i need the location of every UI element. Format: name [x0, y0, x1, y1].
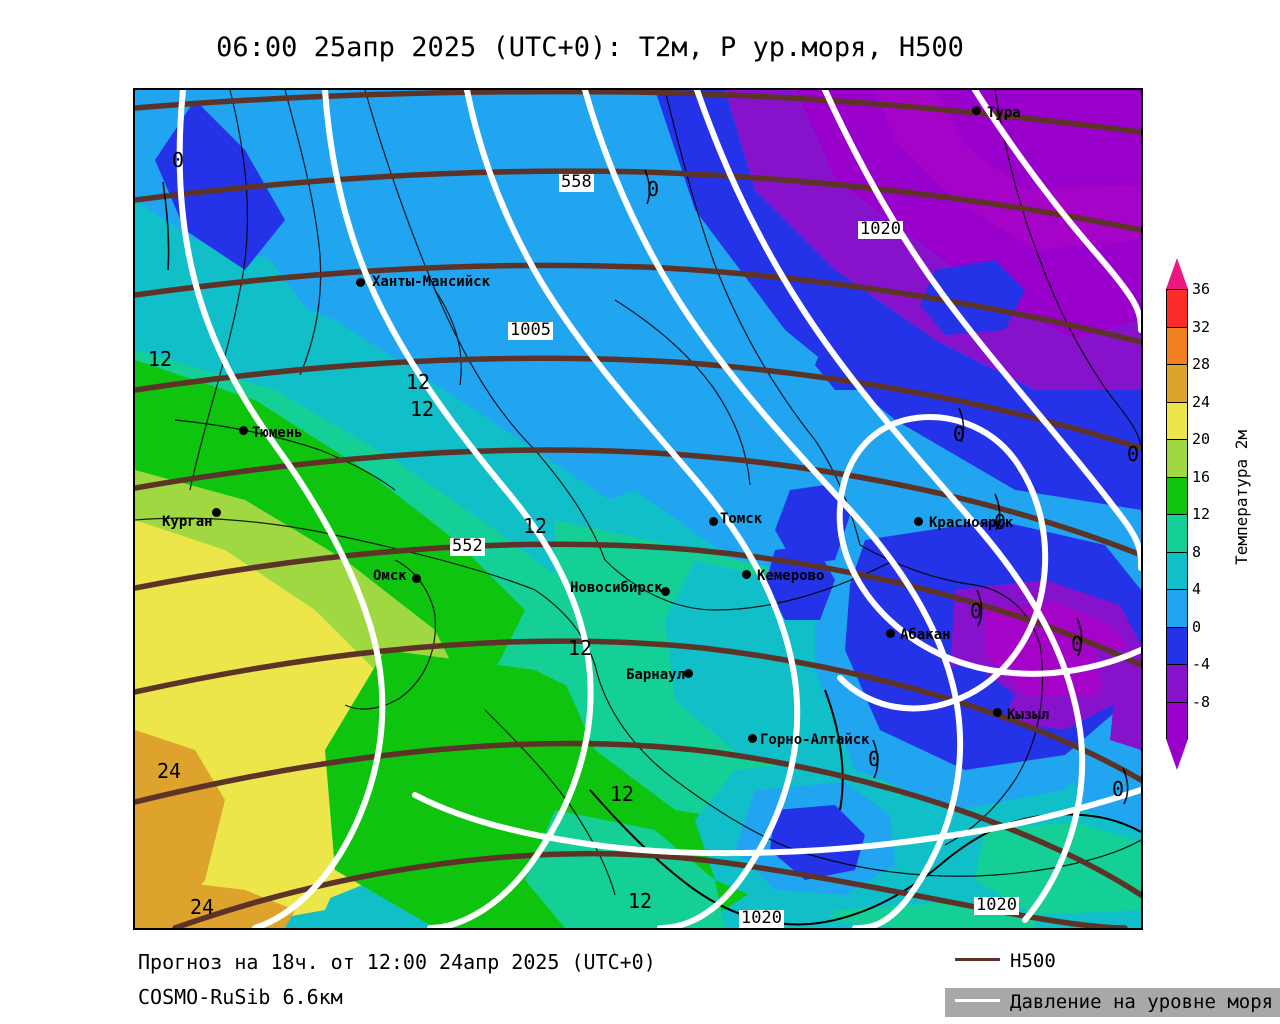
temperature-contour-label: 0 [970, 599, 983, 623]
forecast-info: Прогноз на 18ч. от 12:00 24апр 2025 (UTC… [138, 950, 656, 974]
colorbar-segment--8 [1167, 702, 1187, 740]
colorbar-segment-0 [1167, 627, 1187, 665]
temperature-contour-label: 0 [1127, 442, 1140, 466]
temperature-contour-label: 12 [406, 370, 431, 394]
colorbar-under-arrow [1166, 739, 1188, 770]
colorbar-tick-32: 32 [1192, 317, 1211, 336]
temperature-contour-label: 12 [523, 514, 548, 538]
city-dot [886, 629, 895, 638]
city-dot [239, 426, 248, 435]
temperature-contour-label: 0 [868, 747, 881, 771]
colorbar-segment-32 [1167, 327, 1187, 365]
city-label: Барнаул [626, 667, 686, 683]
legend-sea-level-pressure: Давление на уровне моря [945, 988, 1280, 1017]
temperature-contour-label: 0 [953, 422, 966, 446]
city-dot [356, 278, 365, 287]
temperature-contour-label: 0 [172, 148, 185, 172]
colorbar-segment-16 [1167, 477, 1187, 515]
temperature-contour-label: 0 [647, 177, 660, 201]
city-label: Красноярск [929, 515, 1014, 531]
colorbar-over-arrow [1166, 258, 1188, 289]
city-label: Тюмень [252, 425, 303, 441]
city-dot [212, 508, 221, 517]
colorbar-title: Температура 2м [1232, 430, 1251, 565]
city-label: Тура [987, 105, 1021, 121]
legend-h500-label: H500 [1010, 950, 1056, 972]
city-dot [742, 570, 751, 579]
colorbar-segment--4 [1167, 665, 1187, 703]
temperature-contour-label: 12 [610, 782, 635, 806]
city-label: Абакан [900, 627, 951, 643]
colorbar-segment-24 [1167, 402, 1187, 440]
city-dot [748, 734, 757, 743]
pressure-contour-label: 1020 [739, 908, 784, 928]
temperature-contour-label: 0 [994, 510, 1007, 534]
temperature-contour-label: 12 [568, 636, 593, 660]
legend-slp-label: Давление на уровне моря [1010, 991, 1274, 1013]
city-label: Курган [162, 514, 213, 530]
pressure-contour-label: 1020 [858, 219, 903, 239]
city-dot [412, 574, 421, 583]
colorbar [1166, 289, 1188, 740]
city-label: Новосибирск [570, 580, 663, 596]
city-label: Томск [720, 511, 763, 527]
colorbar-segment-4 [1167, 590, 1187, 628]
city-dot [993, 708, 1002, 717]
temperature-contour-label: 0 [1112, 777, 1125, 801]
page-title: 06:00 25апр 2025 (UTC+0): Т2м, Р ур.моря… [216, 32, 964, 63]
city-dot [684, 669, 693, 678]
h500-line-icon [955, 958, 1000, 961]
colorbar-segment-28 [1167, 365, 1187, 403]
colorbar-segment-20 [1167, 440, 1187, 478]
city-dot [972, 106, 981, 115]
colorbar-tick-0: 0 [1192, 617, 1202, 636]
city-label: Горно-Алтайск [760, 732, 870, 748]
city-label: Кызыл [1007, 707, 1050, 723]
city-label: Ханты-Мансийск [372, 274, 491, 290]
temperature-field [135, 90, 1141, 928]
pressure-contour-label: 1005 [508, 320, 553, 340]
city-label: Омск [373, 568, 407, 584]
temperature-contour-label: 24 [157, 759, 182, 783]
city-dot [709, 517, 718, 526]
city-dot [661, 587, 670, 596]
colorbar-tick-28: 28 [1192, 355, 1211, 373]
colorbar-tick-20: 20 [1192, 430, 1211, 448]
legend-h500: H500 [945, 950, 1056, 972]
temperature-contour-label: 12 [148, 347, 173, 371]
temperature-contour-label: 0 [1071, 632, 1084, 656]
slp-line-icon [955, 999, 1000, 1002]
city-label: Кемерово [757, 568, 825, 584]
h500-contour-label: 558 [559, 172, 594, 192]
map-plot-area[interactable]: Ханты-Мансийск Тюмень Курган Омск Томск Новос… [133, 88, 1143, 930]
colorbar-segment-8 [1167, 552, 1187, 590]
pressure-contour-label: 1020 [974, 895, 1019, 915]
colorbar-tick-36: 36 [1192, 280, 1211, 298]
temperature-contour-label: 24 [190, 895, 215, 919]
h500-contour-label: 552 [450, 536, 485, 556]
temperature-contour-label: 12 [628, 889, 653, 913]
colorbar-tick-8: 8 [1192, 542, 1202, 561]
colorbar-tick-24: 24 [1192, 392, 1211, 411]
colorbar-segment-12 [1167, 515, 1187, 553]
city-dot [914, 517, 923, 526]
colorbar-tick-12: 12 [1192, 505, 1211, 523]
colorbar-tick-4: 4 [1192, 580, 1202, 598]
colorbar-tick--8: -8 [1192, 692, 1211, 711]
model-info: COSMO-RuSib 6.6км [138, 985, 343, 1009]
colorbar-tick--4: -4 [1192, 655, 1211, 673]
colorbar-tick-16: 16 [1192, 467, 1211, 486]
colorbar-segment-36 [1167, 290, 1187, 328]
temperature-contour-label: 12 [410, 397, 435, 421]
